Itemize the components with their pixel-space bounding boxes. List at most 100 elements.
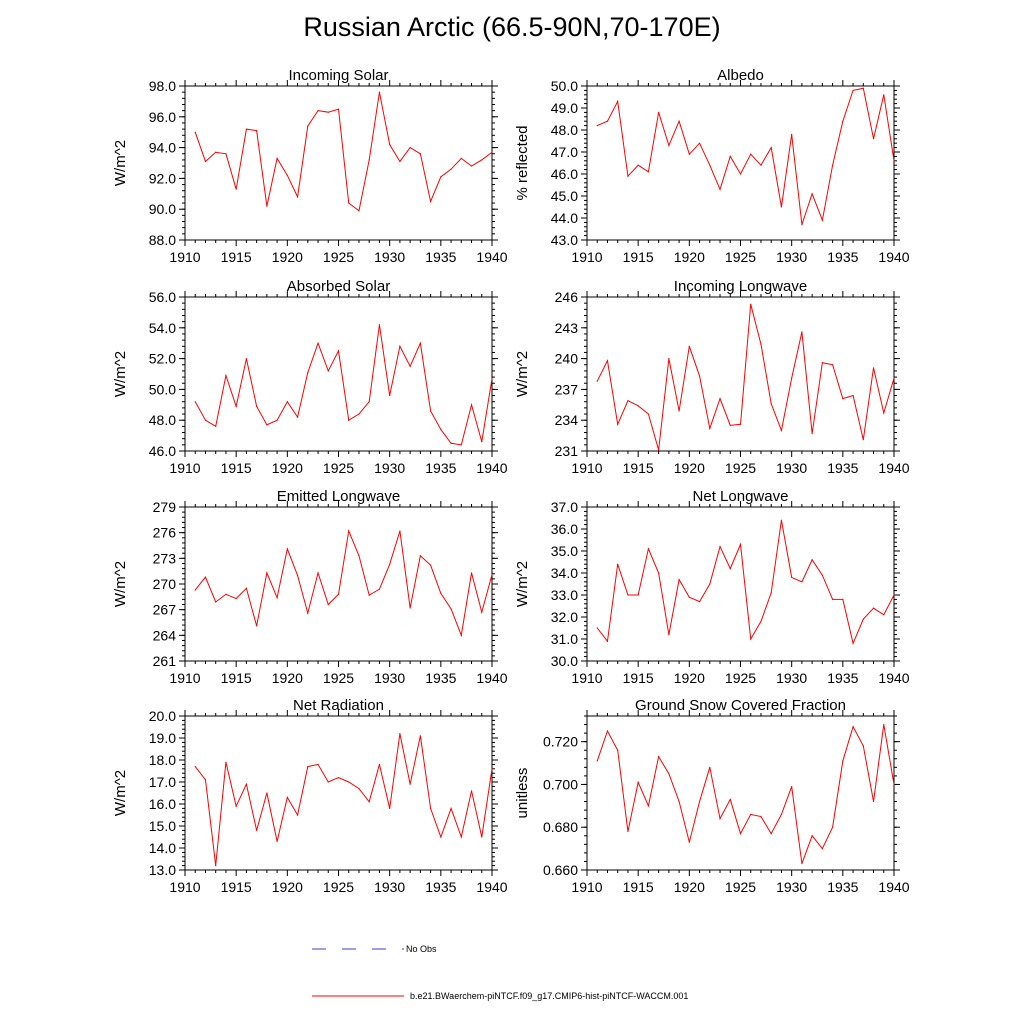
chart-5-ytick-label: 37.0 [551,499,578,515]
chart-3-data-point [750,303,752,305]
chart-7-data-point [719,818,721,820]
chart-2-data-point [409,365,411,367]
chart-5-ytick-label: 35.0 [551,543,578,559]
chart-1-data-point [606,120,609,122]
chart-6-data-point [460,836,462,838]
chart-5-data-point [698,601,701,603]
chart-7-data-point [852,726,854,728]
chart-3-data-point [678,410,680,412]
chart-6-data-point [419,735,421,737]
chart-0-data-point [235,188,237,190]
chart-7-ytick-label: 0.660 [543,862,578,878]
chart-7-xtick-label: 1910 [571,879,602,895]
chart-5-xtick-label: 1930 [776,670,807,686]
chart-4-data-point [460,634,462,636]
chart-0-data-point [368,159,370,161]
chart-5-data-point [780,519,783,521]
chart-5-ylabel: W/m^2 [514,561,531,607]
chart-2-data-point [440,428,442,431]
legend-model-label: b.e21.BWaerchem-piNTCF.f09_g17.CMIP6-his… [410,991,688,1001]
chart-7-plot-frame [586,715,895,871]
chart-4-ytick-label: 264 [153,627,177,643]
chart-1-data-point [791,133,793,135]
chart-0-data-point [389,143,391,146]
chart-6-data-point [389,807,391,810]
chart-5-ytick-label: 36.0 [551,521,578,537]
chart-5-data-point [729,568,731,570]
chart-1-data-point [893,160,895,162]
chart-4-title: Emitted Longwave [277,488,400,505]
chart-6-data-point [266,792,268,794]
chart-5-data-point [709,583,711,585]
chart-2-data-point [204,419,207,421]
chart-2-xtick-label: 1920 [272,460,303,476]
chart-3-xtick-label: 1915 [623,460,654,476]
chart-0-data-point [245,128,247,130]
chart-1-data-point [750,153,752,155]
chart-1-data-point [617,100,619,102]
chart-7-data-point [821,848,823,850]
chart-1-data-point [637,164,639,166]
chart-6-data-point [481,836,483,838]
chart-7-data-point [617,749,619,751]
chart-4-ytick-label: 270 [153,576,177,592]
chart-1-data-point [842,120,844,122]
chart-7-ytick-label: 0.700 [543,776,578,792]
chart-4-data-point [245,587,247,589]
chart-1-data-point [811,193,813,195]
chart-2-series-line [194,324,493,446]
chart-2-xtick-label: 1915 [221,460,252,476]
chart-0-xtick-label: 1910 [169,249,200,265]
chart-7-data-point [627,830,629,833]
chart-6-data-point [399,733,401,735]
chart-3-ytick-label: 243 [555,320,579,336]
chart-7-data-point [678,800,680,803]
chart-2-data-point [235,405,237,407]
chart-0-data-point [358,210,360,212]
chart-6-data-point [194,766,196,768]
chart-1-ytick-label: 48.0 [551,122,578,138]
chart-5-data-point [658,572,660,574]
chart-4-data-point [266,572,268,574]
chart-4-data-point [286,548,288,550]
chart-0-xtick-label: 1935 [425,249,456,265]
chart-3-series-line [596,304,895,451]
chart-4-data-point [317,572,319,574]
chart-7-title: Ground Snow Covered Fraction [635,697,846,714]
chart-3-ytick-label: 240 [555,351,579,367]
chart-0-data-point [378,91,381,93]
chart-0-xtick-label: 1930 [374,249,405,265]
chart-1-xtick-label: 1930 [776,249,807,265]
chart-6-data-point [368,801,370,803]
chart-6-data-point [409,783,411,785]
chart-6-data-point [286,796,288,799]
chart-0-data-point [317,110,319,112]
chart-4-xtick-label: 1925 [323,670,354,686]
chart-0-data-point [470,165,473,167]
chart-1-plot-frame [586,85,895,241]
chart-0-data-point [440,176,442,178]
chart-3-ylabel: W/m^2 [514,351,531,397]
chart-2-data-point [256,405,258,407]
chart-6-data-point [307,766,309,768]
chart-0-data-point [419,153,421,155]
chart-4-data-point [409,607,411,609]
chart-5-data-point [596,627,598,629]
chart-6-ylabel: W/m^2 [112,770,129,816]
chart-1-data-point [801,224,803,226]
chart-2-ytick-label: 54.0 [149,320,176,336]
chart-6-title: Net Radiation [293,697,384,714]
chart-5-xtick-label: 1915 [623,670,654,686]
chart-6-data-point [276,840,278,843]
chart-3-data-point [709,427,711,430]
chart-4-ytick-label: 279 [153,499,177,515]
chart-3-data-point [719,398,721,400]
chart-4-xtick-label: 1940 [476,670,507,686]
chart-3-xtick-label: 1920 [674,460,705,476]
chart-0-data-point [266,205,268,207]
chart-7-data-point [739,833,742,835]
chart-7-data-point [801,862,803,865]
chart-1-data-point [709,164,711,166]
chart-3-data-point [647,413,650,415]
chart-5-series-line [596,520,895,646]
